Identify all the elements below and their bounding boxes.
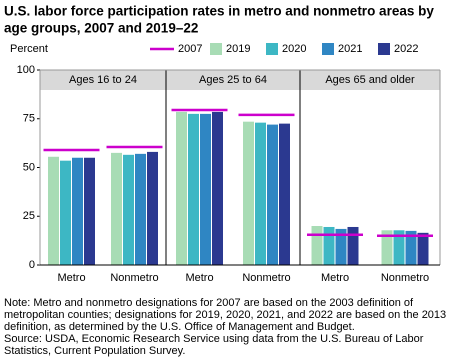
bar <box>417 232 429 265</box>
legend-swatch <box>378 43 390 55</box>
legend-swatch <box>210 43 222 55</box>
panel-header <box>300 70 440 90</box>
y-tick-label: 50 <box>23 161 35 173</box>
y-tick-label: 75 <box>23 113 35 125</box>
bar <box>176 111 187 265</box>
y-tick-label: 25 <box>23 210 35 222</box>
bar <box>72 157 83 265</box>
bar <box>393 230 405 265</box>
note: Source: USDA, Economic Research Service … <box>4 333 424 345</box>
bar <box>311 226 323 265</box>
panel-header <box>166 70 300 90</box>
panel-title: Ages 25 to 64 <box>199 74 267 86</box>
legend-swatch <box>266 43 278 55</box>
bar <box>111 152 122 265</box>
x-tick-label: Metro <box>321 272 349 284</box>
bar <box>48 156 59 265</box>
bar <box>267 124 278 265</box>
bar <box>188 113 199 265</box>
bar <box>405 230 417 265</box>
bar <box>212 111 223 265</box>
bar <box>335 228 347 265</box>
bar <box>135 153 146 265</box>
x-tick-label: Nonmetro <box>381 272 429 284</box>
bar <box>243 121 254 265</box>
panel-title: Ages 16 to 24 <box>69 74 137 86</box>
bar <box>147 151 158 265</box>
bar <box>60 160 71 265</box>
note: metropolitan counties; designations for … <box>4 309 446 321</box>
x-tick-label: Nonmetro <box>242 272 290 284</box>
bar <box>279 123 290 265</box>
x-tick-label: Metro <box>185 272 213 284</box>
y-tick-label: 0 <box>29 259 35 271</box>
chart-title: U.S. labor force participation rates in … <box>4 4 434 19</box>
note: Statistics, Current Population Survey. <box>4 345 185 357</box>
note: definition, as determined by the U.S. Of… <box>4 321 355 333</box>
bar <box>84 157 95 265</box>
panel-header <box>40 70 166 90</box>
chart-title: age groups, 2007 and 2019–22 <box>4 21 198 36</box>
panel-title: Ages 65 and older <box>325 74 415 86</box>
legend-label: 2022 <box>394 43 418 55</box>
note: Note: Metro and nonmetro designations fo… <box>4 297 414 309</box>
y-tick-label: 100 <box>17 64 35 76</box>
bar <box>381 230 393 265</box>
x-tick-label: Nonmetro <box>110 272 158 284</box>
x-tick-label: Metro <box>57 272 85 284</box>
bar <box>323 226 335 265</box>
legend-label: 2021 <box>338 43 362 55</box>
legend-label: 2020 <box>282 43 306 55</box>
legend-swatch <box>322 43 334 55</box>
y-axis-label: Percent <box>10 43 48 55</box>
bar <box>123 154 134 265</box>
bar <box>347 226 359 265</box>
bar <box>200 113 211 265</box>
legend-label: 2007 <box>178 43 202 55</box>
bar <box>255 122 266 266</box>
legend-label: 2019 <box>226 43 250 55</box>
